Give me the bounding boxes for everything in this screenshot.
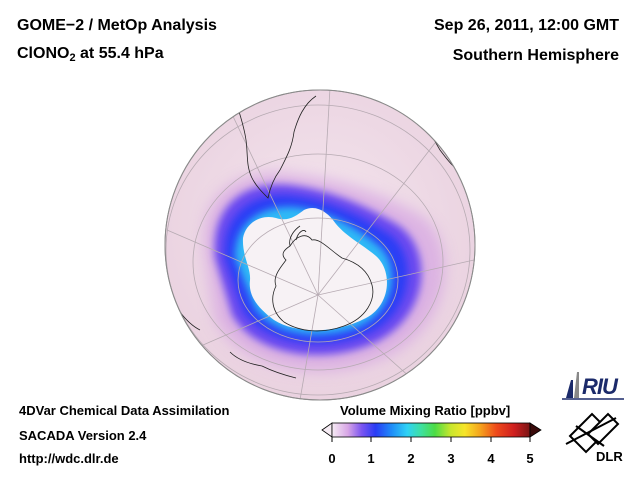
colorbar-tick-label: 2 (407, 451, 415, 466)
species-name: ClONO (17, 45, 70, 62)
footer-version: SACADA Version 2.4 (19, 428, 147, 443)
colorbar (321, 422, 542, 442)
south-america-coastline (231, 90, 317, 199)
species-subscript: 2 (69, 52, 76, 64)
map-title: GOME−2 / MetOp Analysis (17, 17, 217, 34)
globe (164, 89, 476, 401)
antarctica-coastline (272, 235, 374, 332)
graticule (165, 90, 475, 400)
colorbar-tick-label: 3 (447, 451, 455, 466)
riu-logo-text: RIU (582, 374, 618, 399)
colorbar-gradient (331, 422, 531, 438)
date-label: Sep 26, 2011, 12:00 GMT (434, 17, 619, 34)
colorbar-low-arrow (321, 422, 333, 438)
colorbar-tick-label: 1 (367, 451, 375, 466)
colorbar-tick-label: 0 (328, 451, 336, 466)
pressure-level: at 55.4 hPa (75, 45, 164, 62)
colorbar-tick-label: 4 (487, 451, 495, 466)
map-subtitle: ClONO2 at 55.4 hPa (17, 45, 164, 64)
dlr-logo (565, 412, 620, 454)
footer-url[interactable]: http://wdc.dlr.de (19, 451, 119, 466)
antarctic-peninsula (289, 225, 307, 247)
colorbar-title: Volume Mixing Ratio [ppbv] (340, 403, 511, 418)
colorbar-tick-label: 5 (526, 451, 534, 466)
dlr-logo-text: DLR (596, 449, 623, 464)
colorbar-high-arrow (529, 422, 542, 438)
depleted-core (242, 207, 387, 331)
riu-logo (562, 372, 624, 400)
footer-method: 4DVar Chemical Data Assimilation (19, 403, 230, 418)
region-label: Southern Hemisphere (452, 47, 619, 64)
